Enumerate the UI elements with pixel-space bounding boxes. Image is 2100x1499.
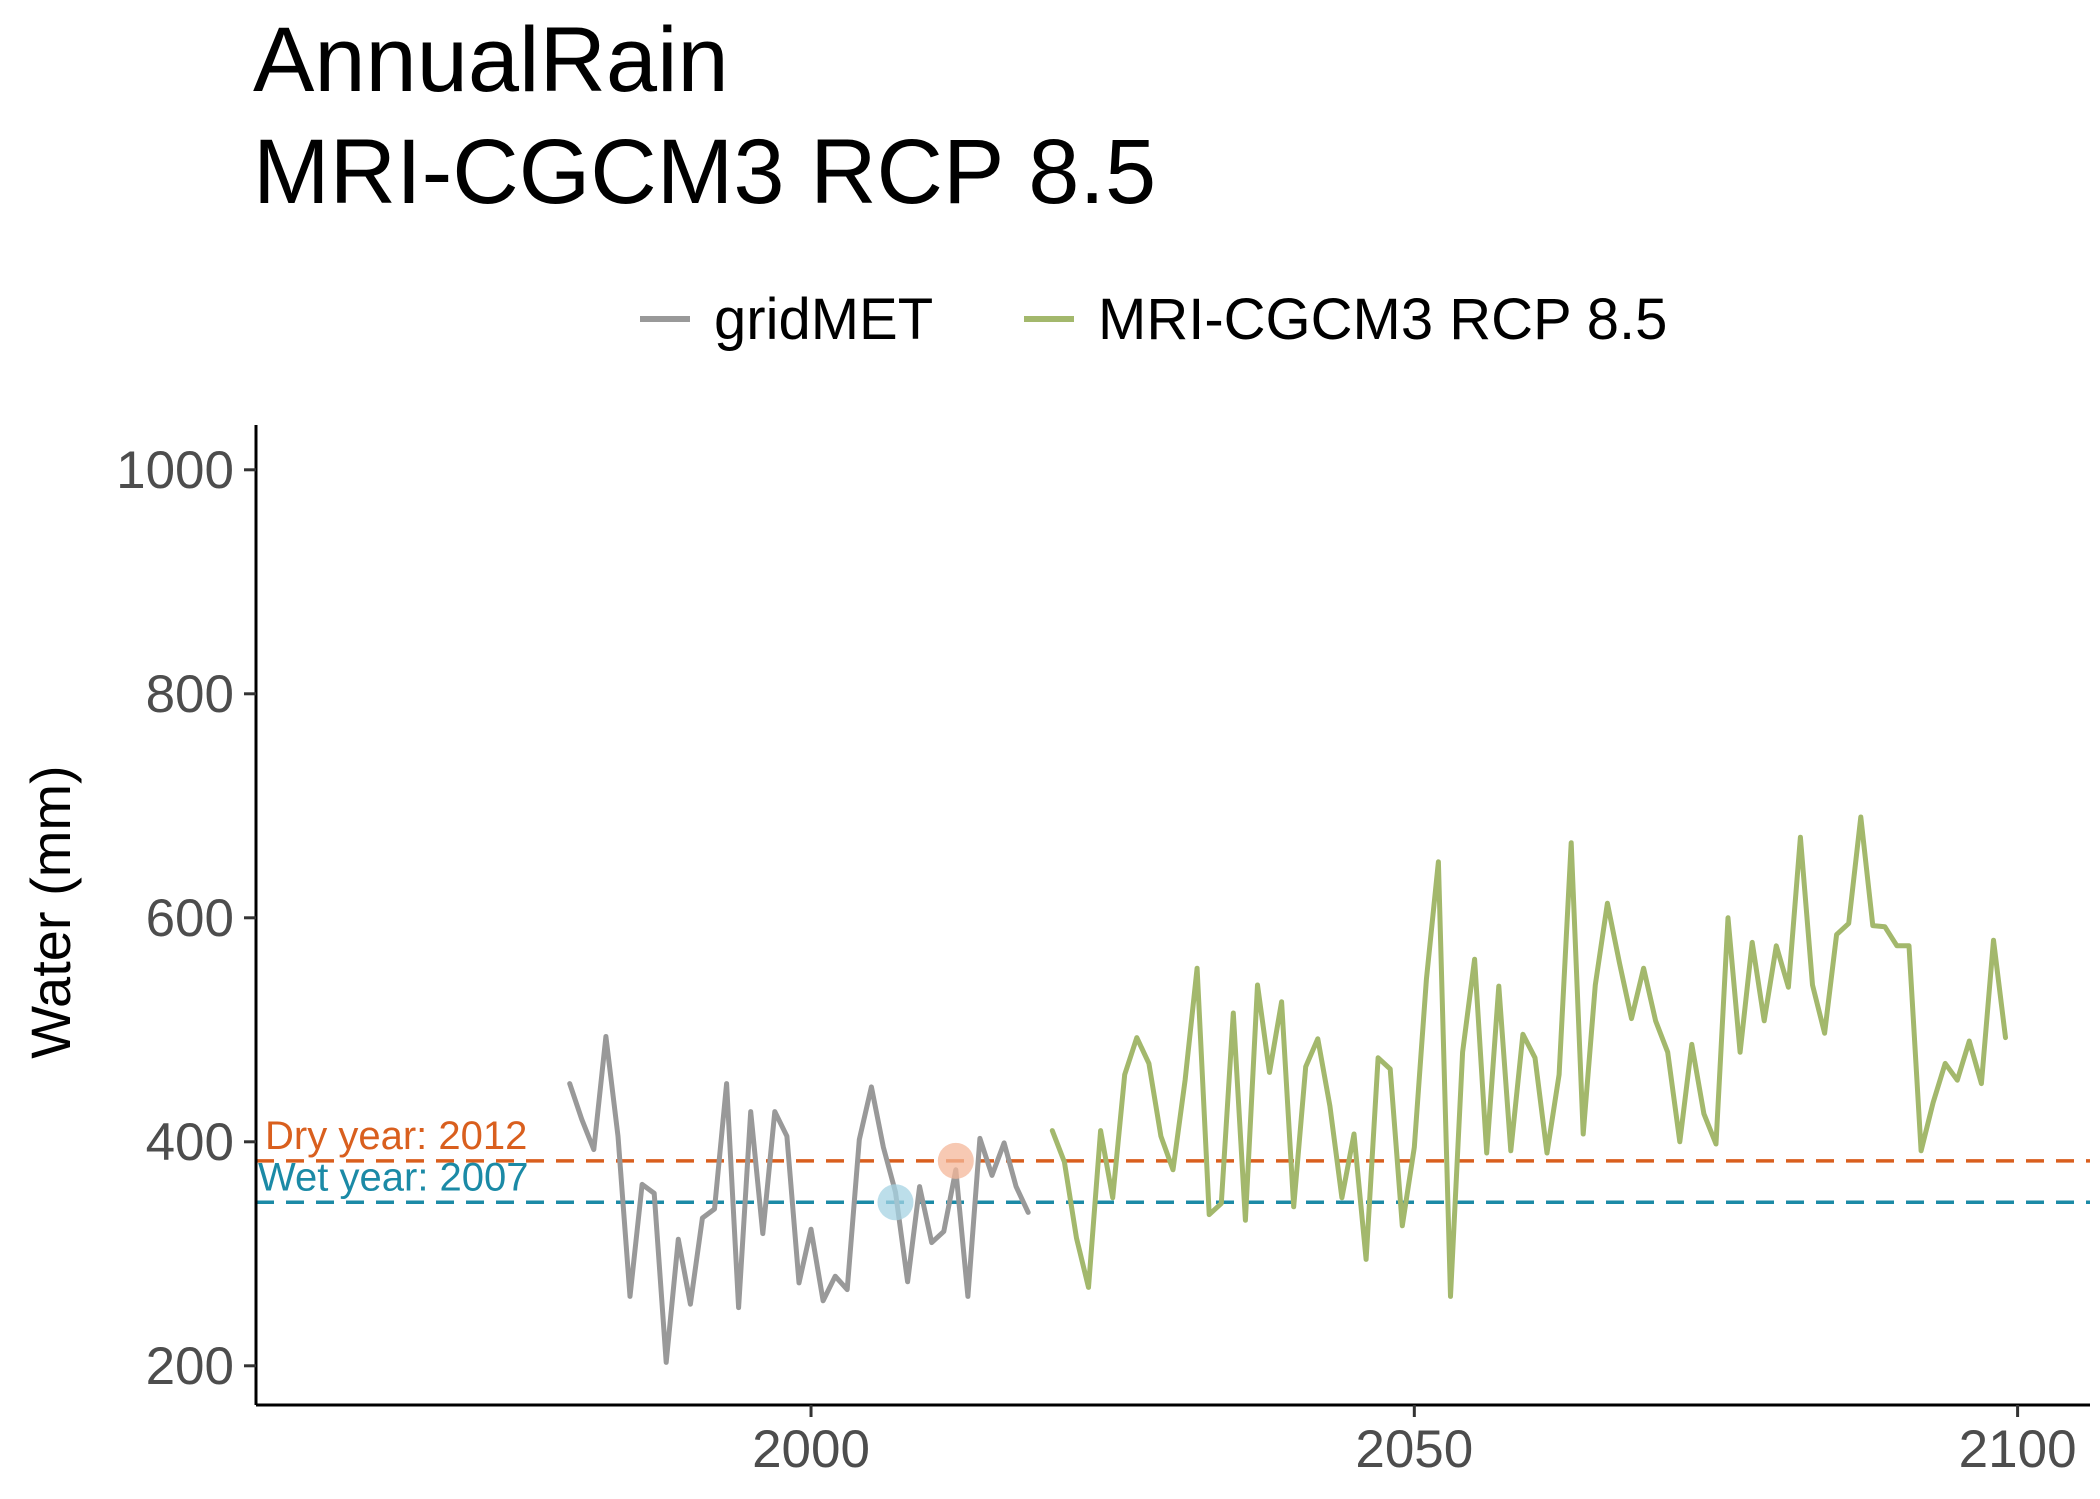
x-tick-label-2100: 2100: [1959, 1420, 2077, 1479]
legend-swatch-projection: [1024, 316, 1074, 322]
series-line-gridmet: [567, 1034, 1031, 1365]
legend-item-projection: MRI-CGCM3 RCP 8.5: [1024, 286, 1667, 352]
legend-swatch-gridmet: [640, 316, 690, 322]
wet-year-point: [877, 1184, 914, 1221]
series-line-projection: [1049, 814, 2008, 1299]
y-tick-label-1000: 1000: [116, 441, 234, 500]
axes-layer: Water (mm) 200 400 600 800 1000 2000 2050 2100: [19, 425, 2090, 1479]
dry-year-point: [937, 1142, 974, 1179]
x-tick-label-2050: 2050: [1355, 1420, 1473, 1479]
legend-label-projection: MRI-CGCM3 RCP 8.5: [1098, 286, 1668, 352]
dry-year-label: Dry year: 2012: [265, 1114, 527, 1158]
wet-year-label: Wet year: 2007: [258, 1155, 529, 1199]
y-axis-title: Water (mm): [19, 765, 82, 1058]
series-layer: [567, 814, 2008, 1365]
legend-item-gridmet: gridMET: [640, 286, 933, 352]
chart-subtitle: MRI-CGCM3 RCP 8.5: [253, 121, 1157, 223]
y-tick-label-600: 600: [146, 889, 234, 948]
x-tick-label-2000: 2000: [752, 1420, 870, 1479]
y-tick-label-400: 400: [146, 1113, 234, 1172]
y-tick-label-200: 200: [146, 1337, 234, 1396]
y-tick-label-800: 800: [146, 665, 234, 724]
chart-title: AnnualRain: [253, 9, 729, 111]
legend-label-gridmet: gridMET: [714, 286, 934, 352]
